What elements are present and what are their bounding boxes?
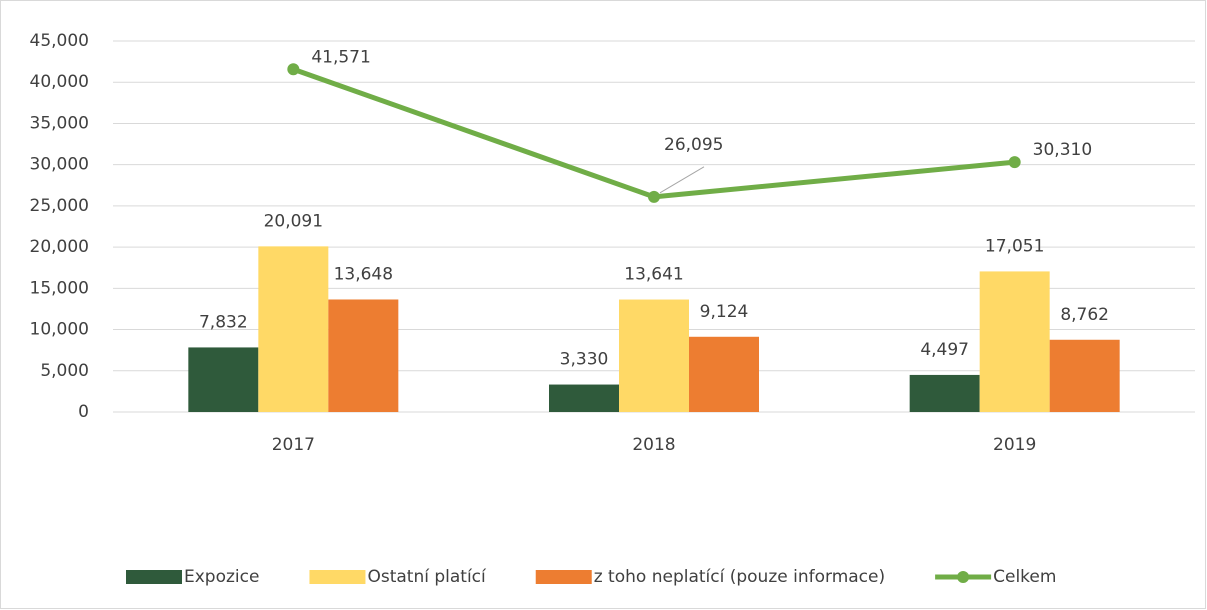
- y-tick-label: 30,000: [30, 155, 89, 175]
- data-label: 13,641: [624, 265, 683, 285]
- bar: [328, 299, 399, 412]
- y-tick-label: 25,000: [30, 196, 89, 216]
- legend-swatch-point: [957, 571, 970, 583]
- data-label: 3,330: [560, 350, 609, 370]
- bar: [619, 299, 689, 412]
- data-label: 8,762: [1060, 305, 1109, 325]
- y-tick-label: 20,000: [30, 237, 89, 257]
- legend-label: Celkem: [993, 567, 1056, 587]
- data-label: 4,497: [920, 340, 969, 360]
- bar: [909, 374, 980, 412]
- legend-label: Expozice: [184, 567, 259, 587]
- legend-swatch: [309, 570, 366, 584]
- y-tick-label: 45,000: [30, 31, 89, 51]
- bar: [1049, 339, 1120, 412]
- y-tick-label: 15,000: [30, 278, 89, 298]
- line-point: [1008, 156, 1021, 169]
- legend-label: Ostatní platící: [367, 567, 487, 587]
- legend-swatch: [126, 570, 182, 584]
- y-tick-label: 5,000: [40, 361, 89, 381]
- y-tick-label: 40,000: [30, 72, 89, 92]
- y-tick-label: 10,000: [30, 320, 89, 340]
- data-label: 26,095: [664, 135, 723, 155]
- y-tick-label: 35,000: [30, 113, 89, 133]
- legend-swatch: [535, 570, 592, 584]
- bar: [689, 336, 759, 412]
- data-label: 17,051: [985, 236, 1044, 256]
- bar: [188, 347, 259, 412]
- leader-line: [659, 166, 705, 194]
- bar: [549, 384, 619, 412]
- x-tick-label: 2018: [632, 435, 675, 455]
- x-tick-label: 2017: [272, 435, 315, 455]
- line-point: [287, 63, 300, 76]
- bar: [979, 271, 1050, 412]
- data-label: 30,310: [1033, 140, 1092, 160]
- bar: [258, 246, 329, 412]
- data-label: 13,648: [334, 264, 393, 284]
- data-label: 41,571: [311, 47, 370, 67]
- x-tick-label: 2019: [993, 435, 1036, 455]
- data-label: 7,832: [199, 312, 248, 332]
- y-tick-label: 0: [78, 402, 89, 422]
- data-label: 20,091: [264, 211, 323, 231]
- legend-label: z toho neplatící (pouze informace): [594, 567, 885, 587]
- line-point: [648, 190, 660, 203]
- data-label: 9,124: [700, 302, 749, 322]
